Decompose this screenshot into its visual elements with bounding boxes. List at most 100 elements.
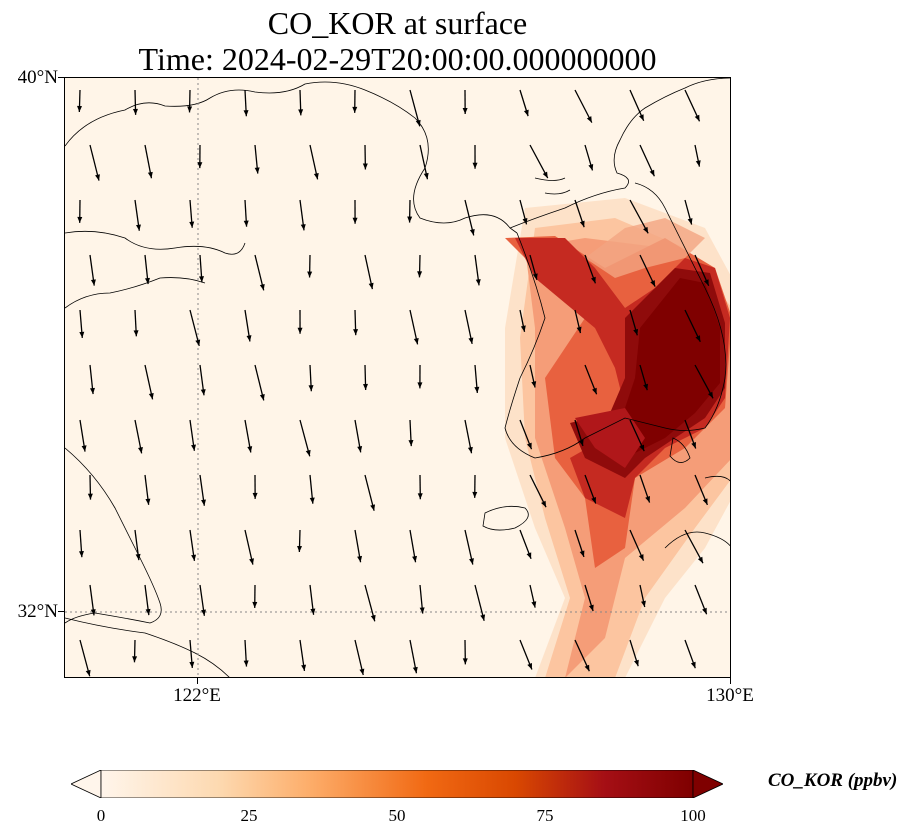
lon-tick-122e: 122°E: [173, 685, 221, 706]
wind-arrow-head: [201, 609, 206, 616]
wind-arrow-head: [136, 224, 141, 231]
wind-arrow-head: [191, 444, 196, 451]
wind-arrow-head: [201, 499, 206, 506]
chart-title-line1: CO_KOR at surface: [267, 5, 528, 41]
wind-arrow-head: [370, 504, 376, 511]
wind-arrow-head: [78, 551, 84, 558]
wind-arrow-shaft: [694, 364, 714, 399]
wind-arrow-head: [363, 383, 368, 390]
wind-arrow-head: [144, 277, 150, 285]
wind-arrow-head: [590, 276, 596, 284]
colorbar-extend-low: [71, 770, 102, 798]
wind-arrow-shaft: [684, 529, 704, 564]
wind-arrow-head: [352, 217, 358, 224]
lat-tick-32n: 32°N: [17, 601, 58, 622]
wind-arrow-head: [309, 497, 315, 504]
wind-arrow-head: [691, 442, 696, 449]
wind-arrow-head: [641, 600, 646, 608]
wind-arrow-head: [638, 114, 644, 121]
wind-arrow-head: [586, 116, 592, 123]
wind-arrow-head: [576, 326, 582, 334]
wind-arrow-head: [307, 271, 313, 278]
wind-arrow-head: [197, 162, 203, 169]
wind-arrow-head: [85, 669, 91, 677]
wind-arrow-shaft: [409, 89, 421, 127]
colorbar-tick-0: 0: [96, 806, 106, 825]
wind-arrow-head: [189, 661, 195, 668]
wind-arrow-head: [638, 554, 644, 561]
wind-arrow-head: [462, 658, 468, 665]
wind-arrow-head: [591, 497, 596, 504]
wind-arrow-head: [687, 218, 693, 225]
wind-arrow-head: [246, 335, 252, 342]
wind-arrow-head: [254, 167, 260, 174]
wind-arrow-head: [87, 493, 93, 500]
colorbar-label: CO_KOR (ppbv): [768, 770, 898, 791]
wind-arrow-head: [243, 220, 249, 227]
wind-arrow-head: [417, 382, 423, 389]
wind-arrow-head: [195, 339, 201, 346]
wind-arrow-head: [523, 109, 529, 117]
lat-tick-mark-40n: [58, 77, 64, 78]
colorbar-gradient: [100, 770, 694, 798]
wind-arrow-shaft: [574, 89, 593, 123]
wind-arrow-head: [313, 172, 319, 180]
lat-tick-40n: 40°N: [17, 67, 58, 88]
wind-arrow-shaft: [254, 254, 265, 291]
wind-arrow-head: [89, 387, 95, 395]
wind-arrow-head: [95, 174, 100, 181]
wind-arrow-head: [191, 554, 197, 561]
wind-arrow-shaft: [254, 364, 265, 401]
wind-arrow-shaft: [464, 199, 475, 236]
wind-arrow-head: [370, 614, 376, 622]
wind-arrow-head: [541, 500, 547, 508]
wind-arrow-head: [81, 445, 87, 452]
wind-arrow-head: [467, 446, 473, 454]
colorbar-tick-75: 75: [536, 806, 554, 825]
wind-arrow-head: [707, 391, 714, 399]
wind-arrow-head: [77, 105, 83, 112]
wind-arrow-shaft: [79, 639, 91, 677]
wind-arrow-head: [469, 228, 475, 236]
gridlines: [65, 78, 730, 677]
wind-arrow-head: [352, 106, 358, 113]
wind-arrow-head: [308, 385, 314, 392]
colorbar-tick-50: 50: [388, 806, 406, 825]
wind-arrow-head: [469, 558, 474, 565]
wind-arrow-head: [310, 608, 316, 615]
wind-arrow-head: [695, 335, 701, 342]
wind-arrow-head: [412, 666, 418, 674]
wind-arrow-head: [90, 279, 96, 286]
wind-arrow-head: [472, 491, 478, 498]
wind-arrow-head: [578, 439, 584, 446]
wind-arrow-head: [199, 276, 204, 283]
wind-arrow-head: [468, 337, 474, 344]
wind-arrow-head: [697, 556, 703, 564]
wind-arrow-shaft: [364, 584, 376, 622]
wind-arrow-head: [413, 337, 419, 345]
wind-arrow-head: [588, 604, 594, 612]
wind-arrow-head: [132, 656, 138, 663]
lon-tick-130e: 130°E: [706, 685, 754, 706]
wind-arrow-head: [357, 555, 363, 563]
wind-arrow-head: [639, 444, 645, 452]
map-plot-area: [64, 77, 731, 678]
wind-arrow-head: [300, 224, 306, 231]
wind-arrow-shaft: [474, 584, 485, 621]
wind-arrow-head: [138, 447, 143, 454]
chart-title-line2: Time: 2024-02-29T20:00:00.000000000: [138, 41, 657, 77]
wind-arrow-head: [353, 329, 359, 336]
wind-arrow-shaft: [89, 144, 100, 181]
wind-arrow-head: [472, 162, 478, 169]
wind-arrow-head: [145, 498, 151, 505]
colorbar: [71, 770, 723, 798]
wind-arrow-head: [633, 328, 639, 336]
wind-arrow-head: [249, 558, 254, 565]
wind-arrow-head: [145, 608, 151, 616]
wind-arrow-head: [301, 664, 307, 671]
wind-arrow-head: [649, 169, 655, 177]
wind-arrow-head: [305, 449, 311, 457]
wind-arrow-head: [527, 662, 532, 670]
wind-arrow-head: [412, 555, 418, 563]
wind-arrow-head: [368, 282, 374, 290]
